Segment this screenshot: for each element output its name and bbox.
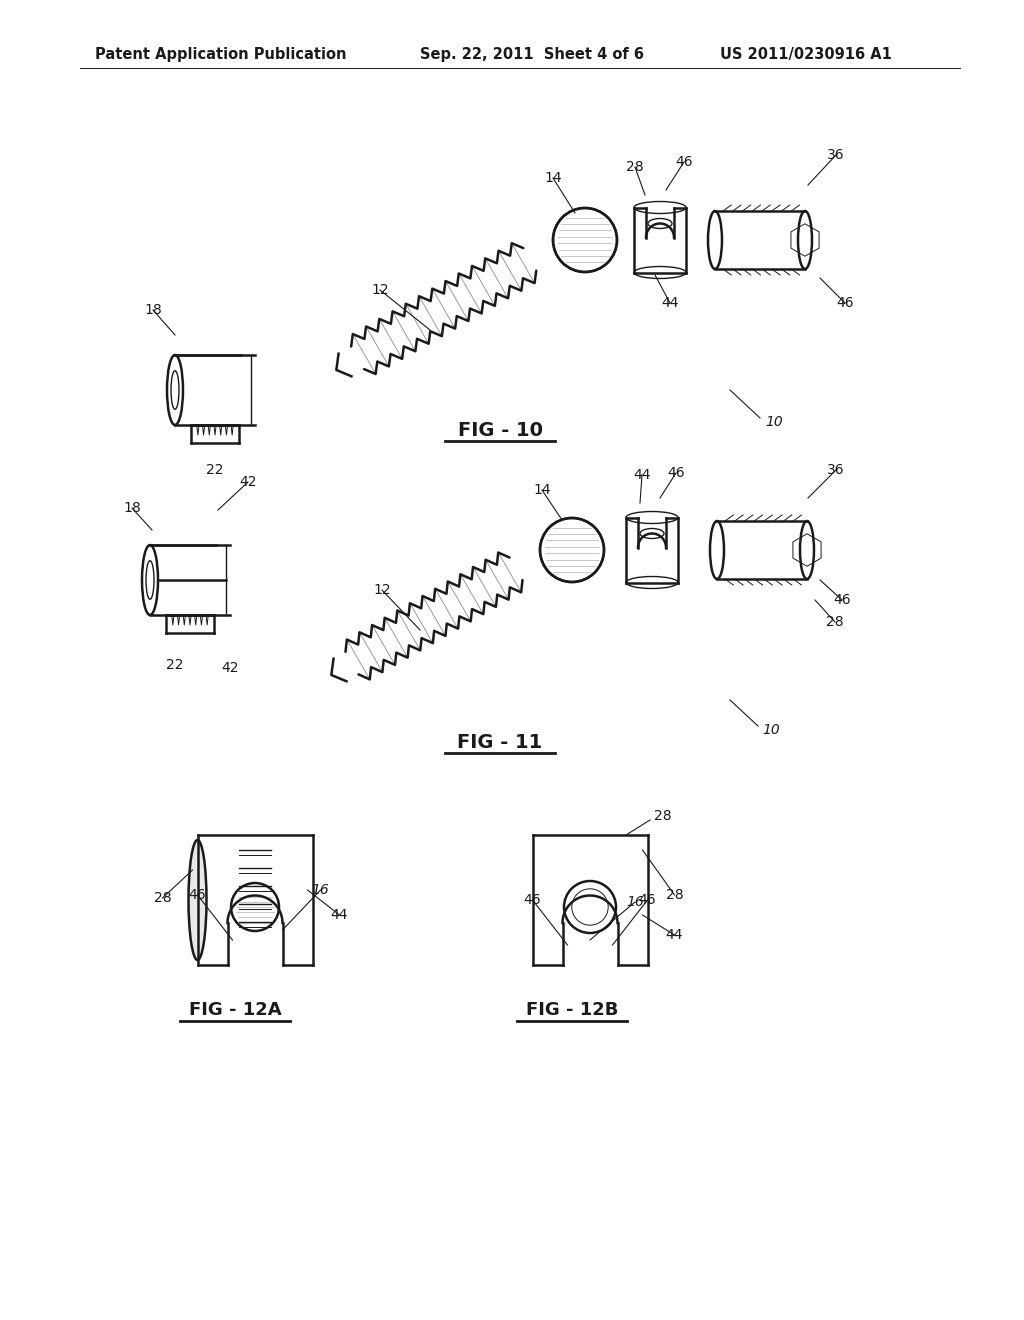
Text: 44: 44 [662,296,679,310]
Text: 28: 28 [627,160,644,174]
Text: FIG - 10: FIG - 10 [458,421,543,440]
Ellipse shape [188,840,207,960]
Text: 46: 46 [523,894,542,907]
Text: FIG - 12A: FIG - 12A [188,1001,282,1019]
Bar [175,355,255,425]
Text: 44: 44 [331,908,348,921]
Text: 12: 12 [371,282,389,297]
Text: 46: 46 [834,593,851,607]
Text: 46: 46 [837,296,854,310]
Text: 12: 12 [373,583,391,597]
Text: 46: 46 [668,466,685,480]
Text: US 2011/0230916 A1: US 2011/0230916 A1 [720,48,892,62]
Text: 44: 44 [633,469,650,482]
Text: 16: 16 [311,883,330,898]
Text: 10: 10 [762,723,779,737]
Text: 14: 14 [534,483,551,498]
Text: 28: 28 [654,809,672,822]
Ellipse shape [708,211,722,269]
Ellipse shape [710,521,724,579]
Text: 16: 16 [626,895,644,909]
Text: 10: 10 [765,414,782,429]
Text: 18: 18 [123,502,141,515]
Text: 28: 28 [666,888,683,902]
Bar [715,211,805,269]
Bar [532,836,647,965]
Text: 46: 46 [639,894,656,907]
Text: 22: 22 [166,657,183,672]
Circle shape [231,883,279,931]
Text: 44: 44 [666,928,683,942]
Ellipse shape [142,545,158,615]
Text: Sep. 22, 2011  Sheet 4 of 6: Sep. 22, 2011 Sheet 4 of 6 [420,48,644,62]
Circle shape [553,209,617,272]
Bar [150,545,230,615]
Text: 46: 46 [188,888,206,902]
Bar [626,517,678,582]
Text: 14: 14 [544,172,562,185]
Text: 28: 28 [826,615,844,630]
Bar [198,836,312,965]
Bar [717,521,807,579]
Text: FIG - 12B: FIG - 12B [525,1001,618,1019]
Ellipse shape [800,521,814,579]
Text: 42: 42 [221,661,239,675]
Text: 28: 28 [154,891,171,906]
Circle shape [540,517,604,582]
Text: 46: 46 [675,154,693,169]
Circle shape [564,880,616,933]
Bar [634,207,686,272]
Text: 36: 36 [827,463,845,477]
Text: Patent Application Publication: Patent Application Publication [95,48,346,62]
Text: 18: 18 [144,304,162,317]
Text: FIG - 11: FIG - 11 [458,733,543,751]
Text: 36: 36 [827,148,845,162]
Ellipse shape [167,355,183,425]
Text: 22: 22 [206,463,224,477]
Ellipse shape [798,211,812,269]
Text: 42: 42 [240,475,257,488]
